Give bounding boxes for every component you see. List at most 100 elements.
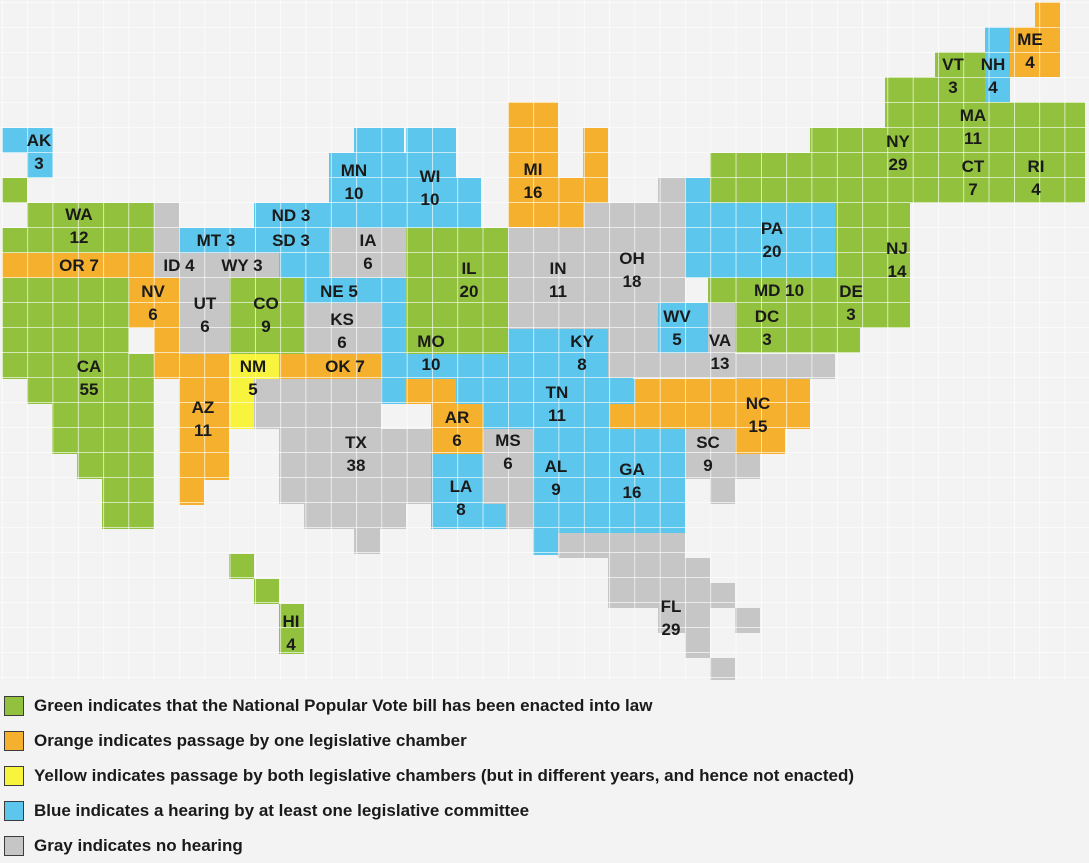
state-tile-ga: [583, 429, 685, 533]
state-label-md: MD 10: [754, 281, 804, 300]
state-label-nh: NH 4: [981, 55, 1006, 97]
state-tile-mn: [354, 128, 404, 153]
state-tile-ar: [406, 379, 456, 404]
state-tile-az: [179, 354, 229, 480]
state-label-fl: FL 29: [661, 597, 682, 639]
state-label-ca: CA 55: [77, 357, 102, 399]
state-tile-va: [735, 354, 835, 379]
state-label-vt: VT 3: [942, 55, 964, 97]
orange-swatch: [4, 730, 24, 751]
state-tile-mi: [558, 178, 583, 228]
state-label-nm: NM 5: [240, 357, 266, 399]
state-tile-ca: [77, 454, 154, 479]
state-label-ut: UT 6: [194, 294, 217, 336]
state-tile-ms: [506, 504, 533, 529]
state-label-ct: CT 7: [962, 157, 985, 199]
state-tile-ri: [1010, 153, 1085, 203]
state-label-ks: KS 6: [330, 310, 354, 352]
legend-item-yellow: Yellow indicates passage by both legisla…: [4, 758, 854, 793]
state-label-il: IL 20: [460, 259, 479, 301]
state-label-ma: MA 11: [960, 106, 986, 148]
state-tx: [254, 379, 431, 554]
state-label-ri: RI 4: [1028, 157, 1045, 199]
legend-label-green: Green indicates that the National Popula…: [34, 695, 653, 715]
state-label-ok: OK 7: [325, 357, 365, 376]
state-label-id: ID 4: [163, 256, 195, 275]
state-tile-ne: [279, 253, 329, 278]
state-ga: [583, 429, 685, 533]
state-tile-mo: [381, 278, 406, 404]
gray-swatch: [4, 835, 24, 856]
state-tile-co: [229, 278, 279, 354]
state-tile-fl: [710, 658, 735, 680]
state-label-ne: NE 5: [320, 282, 358, 301]
state-label-dc: DC 3: [755, 307, 780, 349]
legend-label-blue: Blue indicates a hearing by at least one…: [34, 800, 530, 820]
state-tile-ma: [935, 102, 1085, 153]
green-swatch: [4, 695, 24, 716]
state-label-mo: MO 10: [417, 332, 444, 374]
state-tile-wi: [379, 153, 456, 228]
state-tile-co: [279, 278, 304, 354]
state-tile-hi: [254, 579, 279, 604]
state-label-nd: ND 3: [272, 206, 311, 225]
state-label-ia: IA 6: [360, 231, 377, 273]
state-label-tx: TX 38: [345, 433, 367, 475]
state-label-ny: NY 29: [886, 132, 910, 174]
state-label-nj: NJ 14: [886, 239, 908, 281]
state-tile-nv: [154, 303, 179, 379]
state-co: [229, 278, 304, 354]
state-ut: [179, 278, 229, 354]
state-label-nc: NC 15: [746, 394, 771, 436]
state-tile-wi: [406, 128, 456, 153]
state-tile-tx: [254, 404, 279, 429]
state-label-tn: TN 11: [546, 383, 569, 425]
legend-item-gray: Gray indicates no hearing: [4, 828, 854, 863]
state-tile-wi: [456, 178, 481, 228]
state-label-ar: AR 6: [445, 408, 470, 450]
state-tile-fl: [735, 608, 760, 633]
state-label-or: OR 7: [59, 256, 99, 275]
state-tile-nc: [635, 379, 810, 429]
state-tile-ny: [885, 77, 935, 128]
legend-item-green: Green indicates that the National Popula…: [4, 688, 854, 723]
us-electoral-grid-map: AK 3 WA 12 OR 7 CA 55 NV 6 ID 4MT 3 WY 3UT 6 CO 9 AZ 11…: [0, 0, 1089, 680]
state-label-mt: MT 3: [197, 231, 236, 250]
state-label-me: ME 4: [1017, 30, 1043, 72]
state-tile-hi: [229, 554, 254, 579]
state-fl: [558, 533, 760, 680]
state-label-wv: WV 5: [663, 307, 691, 349]
state-tile-fl: [608, 558, 710, 608]
state-ma: [935, 102, 1085, 153]
state-tile-az: [179, 480, 204, 505]
legend: Green indicates that the National Popula…: [4, 688, 854, 863]
state-label-ky: KY 8: [570, 332, 594, 374]
legend-item-blue: Blue indicates a hearing by at least one…: [4, 793, 854, 828]
legend-item-orange: Orange indicates passage by one legislat…: [4, 723, 854, 758]
state-tile-ut: [179, 278, 229, 354]
state-ri: [1010, 153, 1085, 203]
state-label-la: LA 8: [450, 477, 473, 519]
state-label-wi: WI 10: [420, 167, 441, 209]
state-tile-fl: [710, 583, 735, 608]
state-tile-me: [1035, 2, 1060, 27]
blue-swatch: [4, 800, 24, 821]
state-tile-tx: [354, 529, 380, 554]
state-tile-ca: [2, 278, 129, 354]
state-tile-mo: [406, 354, 483, 379]
state-label-al: AL 9: [545, 457, 568, 499]
state-tile-id: [154, 203, 179, 253]
state-label-pa: PA 20: [761, 219, 783, 261]
state-label-ak: AK 3: [27, 131, 52, 173]
state-tile-sc: [710, 479, 735, 504]
state-tile-ca: [52, 404, 154, 454]
state-label-va: VA 13: [709, 331, 731, 373]
state-tile-ny: [810, 128, 935, 153]
state-label-sc: SC 9: [696, 433, 720, 475]
state-tile-tx: [304, 504, 406, 529]
state-tile-wa: [2, 228, 27, 253]
state-label-oh: OH 18: [619, 249, 645, 291]
legend-label-gray: Gray indicates no hearing: [34, 835, 243, 855]
state-labels: AK 3 WA 12 OR 7 CA 55 NV 6 ID 4MT 3 WY 3UT 6 CO 9 AZ 11…: [27, 30, 1045, 654]
state-tile-wa: [2, 178, 27, 203]
